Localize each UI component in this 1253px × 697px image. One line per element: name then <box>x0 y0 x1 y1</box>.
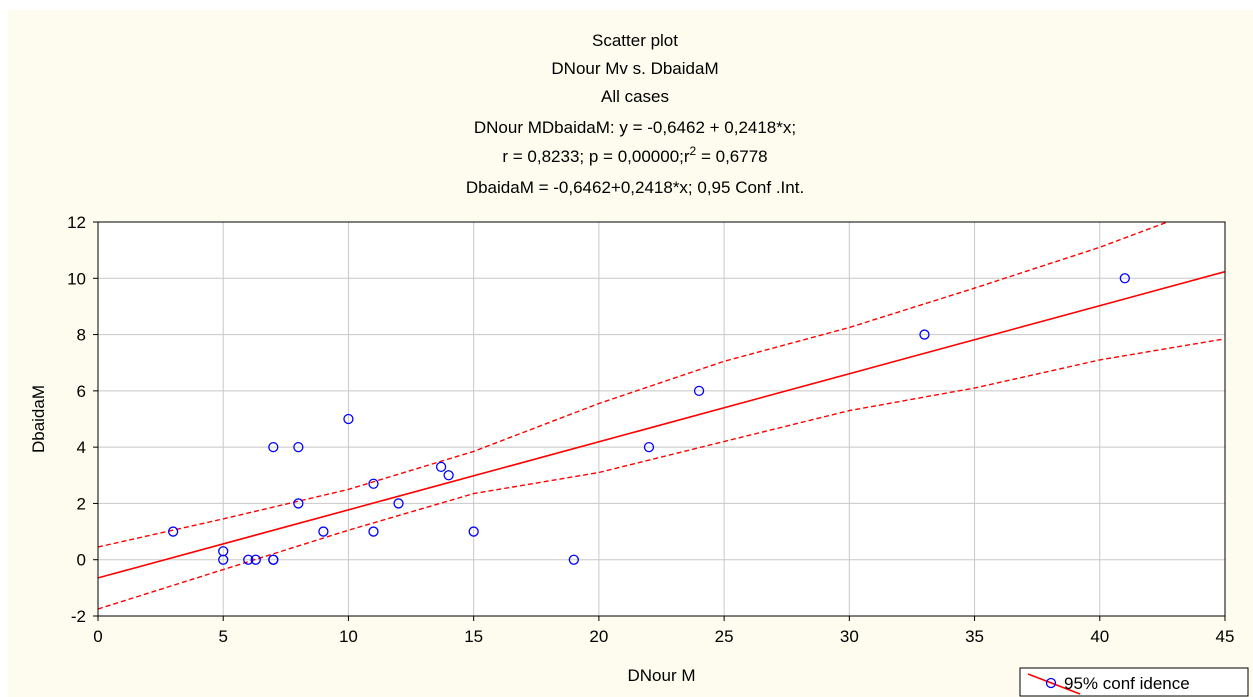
y-tick-label-5: 8 <box>77 326 86 345</box>
x-axis-label: DNour M <box>627 666 695 685</box>
confidence-band <box>98 222 1225 610</box>
data-point-10 <box>318 526 329 537</box>
x-axis-ticks: 0 5 10 15 20 25 30 35 40 45 <box>93 616 1234 646</box>
data-point-14 <box>393 498 404 509</box>
data-point-7 <box>268 441 279 453</box>
data-point-8 <box>293 441 304 453</box>
grid-lines <box>98 222 1225 616</box>
y-tick-label-0: -2 <box>71 607 86 626</box>
data-points <box>167 273 1130 565</box>
confidence-lower-line <box>98 338 1225 610</box>
y-tick-label-6: 10 <box>67 269 86 288</box>
x-tick-label-25: 25 <box>715 627 734 646</box>
plot-frame <box>97 221 1226 617</box>
title-line-6: DbaidaM = -0,6462+0,2418*x; 0,95 Conf .I… <box>466 178 804 197</box>
title-line-4: DNour MDbaidaM: y = -0,6462 + 0,2418*x; <box>474 118 796 137</box>
regression-line <box>98 270 1225 579</box>
data-point-9 <box>293 498 304 509</box>
data-point-13 <box>368 526 379 537</box>
data-point-0 <box>167 526 179 537</box>
x-tick-label-40: 40 <box>1090 627 1109 646</box>
x-tick-label-30: 30 <box>840 627 859 646</box>
title-line-3: All cases <box>601 87 669 106</box>
x-tick-label-45: 45 <box>1216 627 1235 646</box>
legend-box <box>1019 667 1249 697</box>
title-line-5: r = 0,8233; p = 0,00000;r2 = 0,6778 <box>502 144 767 166</box>
x-tick-label-0: 0 <box>93 627 102 646</box>
data-point-15 <box>435 461 447 472</box>
data-point-17 <box>468 526 479 537</box>
y-tick-label-4: 6 <box>77 382 86 401</box>
data-point-16 <box>443 470 454 481</box>
x-tick-label-20: 20 <box>589 627 608 646</box>
data-point-19 <box>643 441 655 453</box>
legend-line-swatch <box>1027 673 1081 695</box>
data-point-21 <box>919 329 930 340</box>
legend-label: 95% conf idence <box>1064 674 1190 693</box>
data-point-6 <box>268 554 279 565</box>
title-line-1: Scatter plot <box>592 31 678 50</box>
x-tick-label-5: 5 <box>218 627 227 646</box>
data-point-18 <box>568 554 579 565</box>
x-tick-label-35: 35 <box>965 627 984 646</box>
fit-line <box>98 270 1225 579</box>
data-point-20 <box>693 385 705 397</box>
plot-area <box>98 222 1225 616</box>
x-tick-label-10: 10 <box>339 627 358 646</box>
data-point-12 <box>368 478 379 489</box>
data-point-3 <box>243 554 254 565</box>
data-point-22 <box>1119 273 1130 284</box>
legend-point-swatch <box>1045 677 1057 689</box>
chart-title: Scatter plot DNour Mv s. DbaidaM All cases… <box>466 31 804 197</box>
data-point-11 <box>343 413 354 425</box>
x-tick-label-15: 15 <box>464 627 483 646</box>
y-tick-label-7: 12 <box>67 213 86 232</box>
y-axis-ticks: -2 0 2 4 6 8 10 12 <box>67 213 98 626</box>
y-tick-label-2: 2 <box>77 494 86 513</box>
title-line-2: DNour Mv s. DbaidaM <box>551 59 718 78</box>
y-tick-label-3: 4 <box>77 438 86 457</box>
data-point-2 <box>218 554 229 565</box>
confidence-upper-line <box>98 222 1168 548</box>
y-tick-label-1: 0 <box>77 551 86 570</box>
data-point-4 <box>250 554 261 565</box>
legend: 95% conf idence <box>1019 667 1249 697</box>
y-axis-label: DbaidaM <box>29 385 48 453</box>
